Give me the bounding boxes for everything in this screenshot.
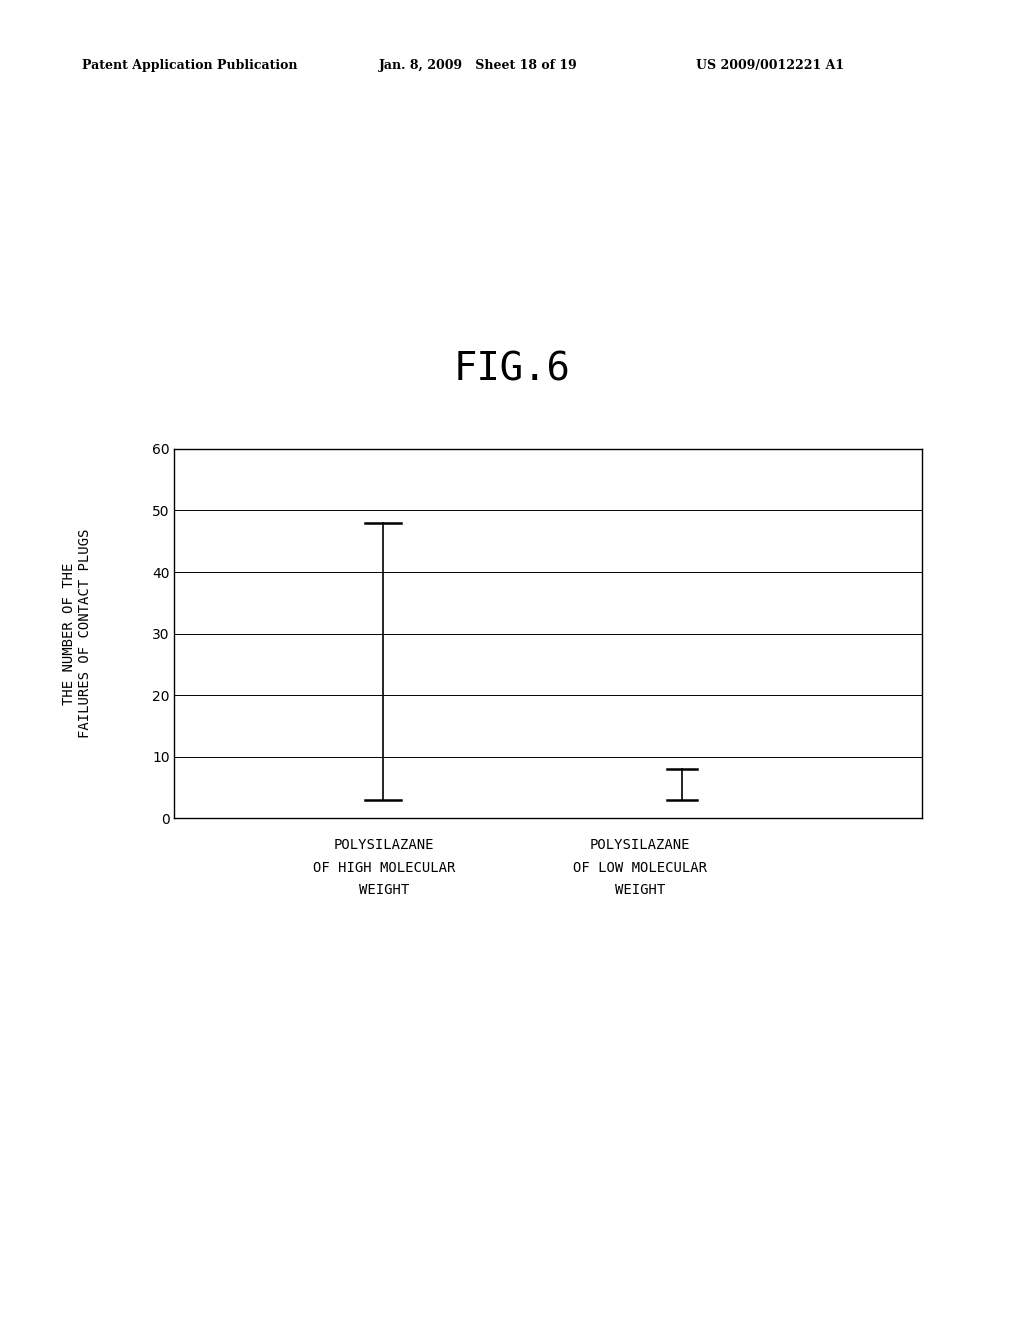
Text: POLYSILAZANE: POLYSILAZANE (334, 838, 434, 853)
Text: FIG.6: FIG.6 (454, 351, 570, 388)
Text: POLYSILAZANE: POLYSILAZANE (590, 838, 690, 853)
Text: Patent Application Publication: Patent Application Publication (82, 59, 297, 73)
Text: THE NUMBER OF THE
FAILURES OF CONTACT PLUGS: THE NUMBER OF THE FAILURES OF CONTACT PL… (61, 529, 92, 738)
Text: US 2009/0012221 A1: US 2009/0012221 A1 (696, 59, 845, 73)
Text: WEIGHT: WEIGHT (614, 883, 666, 898)
Text: OF LOW MOLECULAR: OF LOW MOLECULAR (573, 861, 707, 875)
Text: WEIGHT: WEIGHT (358, 883, 410, 898)
Text: OF HIGH MOLECULAR: OF HIGH MOLECULAR (312, 861, 456, 875)
Text: Jan. 8, 2009   Sheet 18 of 19: Jan. 8, 2009 Sheet 18 of 19 (379, 59, 578, 73)
